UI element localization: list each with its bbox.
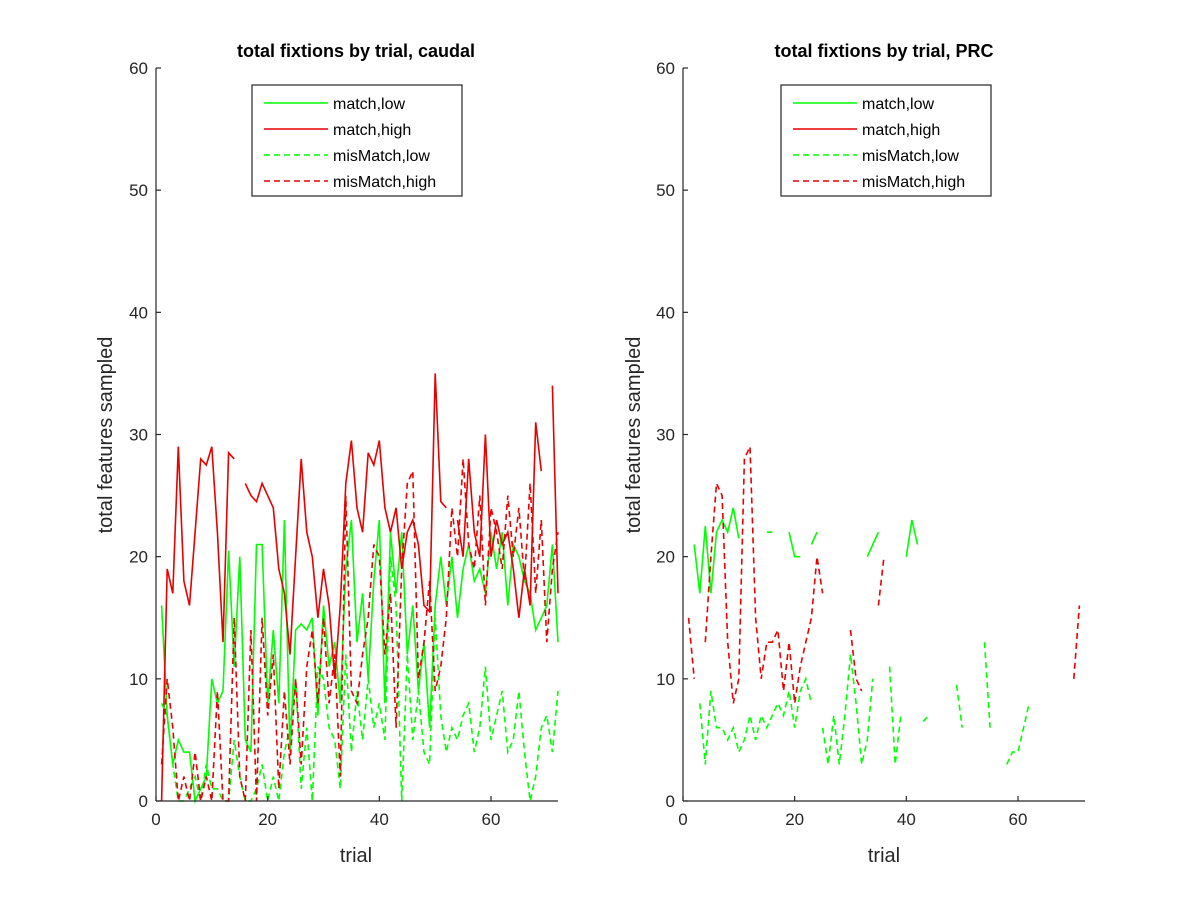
x-tick-label: 60: [482, 810, 501, 829]
series-line-mismatch-low: [699, 642, 1030, 765]
x-tick-label: 40: [897, 810, 916, 829]
y-tick-label: 30: [129, 426, 148, 445]
y-axis-label: total features sampled: [623, 337, 645, 534]
x-tick-label: 40: [370, 810, 389, 829]
chart-title: total fixtions by trial, PRC: [774, 41, 993, 61]
legend-entry-label: misMatch,high: [333, 174, 436, 191]
y-tick-label: 0: [666, 792, 675, 811]
legend-entry-label: match,low: [333, 96, 405, 113]
y-tick-label: 60: [129, 59, 148, 78]
legend-entry-label: match,high: [862, 122, 940, 139]
x-axis-label: trial: [868, 845, 900, 867]
x-axis-label: trial: [340, 845, 372, 867]
legend-entry-label: match,low: [862, 96, 934, 113]
chart-title: total fixtions by trial, caudal: [237, 41, 475, 61]
series-line-match-low: [160, 519, 559, 804]
y-tick-label: 40: [129, 303, 148, 322]
y-tick-label: 20: [656, 548, 675, 567]
y-tick-label: 10: [129, 670, 148, 689]
series-line-match-high: [160, 373, 559, 802]
y-tick-label: 50: [656, 181, 675, 200]
y-tick-label: 40: [656, 303, 675, 322]
legend-entry-label: misMatch,low: [862, 148, 959, 165]
y-axis-label: total features sampled: [95, 337, 117, 534]
x-tick-label: 0: [678, 810, 687, 829]
subplot-prc: total fixtions by trial, PRC trial total…: [623, 41, 1085, 867]
x-tick-label: 20: [258, 810, 277, 829]
x-tick-label: 0: [151, 810, 160, 829]
y-tick-label: 0: [139, 792, 148, 811]
y-tick-label: 20: [129, 548, 148, 567]
legend: match,low match,high misMatch,low misMatch,…: [780, 84, 992, 197]
series-line-match-low: [693, 507, 919, 594]
legend: match,low match,high misMatch,low misMatch,…: [251, 84, 463, 197]
legend-entry-label: misMatch,high: [862, 174, 965, 191]
subplot-caudal: total fixtions by trial, caudal trial to…: [95, 41, 559, 867]
y-tick-label: 60: [656, 59, 675, 78]
y-tick-label: 50: [129, 181, 148, 200]
legend-entry-label: misMatch,low: [333, 148, 430, 165]
x-tick-label: 20: [785, 810, 804, 829]
series-group: [687, 446, 1081, 765]
y-tick-label: 30: [656, 426, 675, 445]
legend-entry-label: match,high: [333, 122, 411, 139]
x-tick-label: 60: [1009, 810, 1028, 829]
series-line-mismatch-high: [687, 446, 1081, 704]
y-tick-label: 10: [656, 670, 675, 689]
